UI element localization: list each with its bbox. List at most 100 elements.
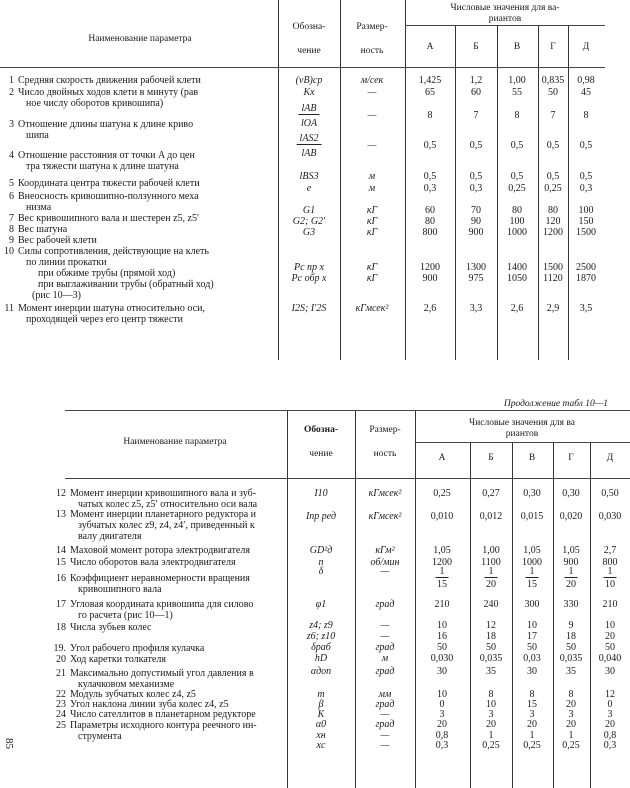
parameter-name: Модуль зубчатых колес z4, z5 bbox=[70, 689, 196, 700]
value-cell: 3 bbox=[439, 709, 445, 720]
value-cell: 0,5 bbox=[510, 171, 524, 182]
value-cell: 210 bbox=[602, 599, 618, 610]
unit: кГм² bbox=[375, 545, 395, 556]
value-cell: 2,7 bbox=[603, 545, 617, 556]
value-cell: 15 bbox=[527, 699, 537, 710]
symbol: I2S; I′2S bbox=[291, 303, 327, 314]
parameter-name: Момент инерции кривошипного вала и зуб- bbox=[70, 488, 257, 499]
value-cell: 0,5 bbox=[579, 171, 593, 182]
value-cell: 10 bbox=[527, 620, 537, 631]
value-cell: 0,5 bbox=[423, 171, 437, 182]
fraction-denominator: 10 bbox=[605, 579, 615, 590]
fraction-denominator: 20 bbox=[486, 579, 496, 590]
value-cell: 0,3 bbox=[435, 740, 449, 751]
variant-header-3: Г bbox=[550, 42, 556, 52]
parameter-name: Отношение расстояния от точки A до цен bbox=[18, 150, 195, 161]
value-cell: 80 bbox=[548, 205, 558, 216]
value-cell: 0,8 bbox=[603, 730, 617, 741]
variant-header-bottom-4: Д bbox=[606, 453, 614, 463]
value-cell: 1,00 bbox=[482, 545, 500, 556]
value-cell: 120 bbox=[545, 216, 561, 227]
value-cell: 1200 bbox=[543, 227, 563, 238]
value-cell: 210 bbox=[434, 599, 450, 610]
value-cell: 3 bbox=[488, 709, 494, 720]
variant-header-4: Д bbox=[582, 42, 590, 52]
column-divider bbox=[287, 410, 288, 788]
parameter-name: кулачковом механизме bbox=[78, 679, 175, 690]
parameter-name: Внеосность кривошипно-ползунного меха bbox=[18, 191, 199, 202]
value-cell: 0,015 bbox=[520, 511, 544, 522]
symbol: β bbox=[318, 699, 324, 710]
value-cell: 0 bbox=[439, 699, 445, 710]
value-cell: 0,5 bbox=[469, 171, 483, 182]
parameter-name: струмента bbox=[78, 731, 122, 742]
parameter-name: Вес кривошипного вала и шестерен z5, z5′ bbox=[18, 213, 200, 224]
symbol: I10 bbox=[314, 488, 328, 499]
value-cell: 2500 bbox=[576, 262, 596, 273]
variant-header-2: В bbox=[513, 42, 521, 52]
row-number: 8 bbox=[9, 224, 14, 235]
value-cell: 20 bbox=[566, 699, 576, 710]
value-cell: 0,010 bbox=[430, 511, 454, 522]
value-cell: 0,8 bbox=[435, 730, 449, 741]
value-cell: 0,25 bbox=[523, 740, 541, 751]
value-cell: 20 bbox=[486, 719, 496, 730]
unit: град bbox=[375, 719, 395, 730]
symbol: n bbox=[318, 557, 324, 568]
value-cell: 2,6 bbox=[423, 303, 437, 314]
value-cell: 1200 bbox=[420, 262, 440, 273]
variant-header-bottom-0: А bbox=[438, 453, 446, 463]
fraction-numerator: 1 bbox=[435, 566, 449, 578]
parameter-name: Координата центра тяжести рабочей клети bbox=[18, 178, 200, 189]
value-cell: 50 bbox=[527, 642, 537, 653]
value-cell: 0,25 bbox=[508, 183, 526, 194]
column-divider bbox=[355, 410, 356, 788]
parameter-name: Угловая координата кривошипа для силово bbox=[70, 599, 254, 610]
value-cell: 800 bbox=[602, 557, 618, 568]
header-rule bbox=[405, 25, 605, 26]
value-cell: 900 bbox=[422, 273, 438, 284]
value-cell: 0,5 bbox=[546, 171, 560, 182]
value-cell: 9 bbox=[568, 620, 574, 631]
column-divider bbox=[590, 442, 591, 788]
row-number: 5 bbox=[9, 178, 14, 189]
value-cell: 1 bbox=[488, 730, 494, 741]
value-cell: 18 bbox=[566, 631, 576, 642]
row-number: 13 bbox=[56, 509, 66, 520]
symbol: hD bbox=[314, 653, 328, 664]
variant-header-1: Б bbox=[473, 42, 479, 52]
row-number: 17 bbox=[56, 599, 66, 610]
value-cell: 800 bbox=[422, 227, 438, 238]
symbol: G3 bbox=[302, 227, 316, 238]
symbol-numerator: lAS2 bbox=[296, 133, 322, 145]
row-number: 6 bbox=[9, 191, 14, 202]
value-cell: 975 bbox=[468, 273, 484, 284]
header-rule bbox=[415, 442, 630, 443]
column-divider bbox=[278, 0, 279, 360]
header-symbol-col-bottom-2: чение bbox=[309, 449, 333, 459]
column-divider bbox=[470, 442, 471, 788]
value-cell: 80 bbox=[512, 205, 522, 216]
value-cell: 100 bbox=[509, 216, 525, 227]
row-number: 2 bbox=[9, 87, 14, 98]
parameter-name: чатых колес z5, z5′ относительно оси вал… bbox=[78, 499, 258, 510]
row-number: 3 bbox=[9, 119, 14, 130]
value-cell: 1100 bbox=[481, 557, 501, 568]
value-cell: 3 bbox=[568, 709, 574, 720]
symbol: G2; G2′ bbox=[292, 216, 326, 227]
unit: кГмсек² bbox=[368, 511, 402, 522]
fraction-denominator: 15 bbox=[527, 579, 537, 590]
value-cell: 20 bbox=[566, 719, 576, 730]
value-cell: 900 bbox=[468, 227, 484, 238]
column-divider bbox=[415, 410, 416, 788]
symbol: Iпр ред bbox=[305, 511, 337, 522]
value-cell: 10 bbox=[437, 620, 447, 631]
value-cell: 2,9 bbox=[546, 303, 560, 314]
unit: кГ bbox=[366, 227, 378, 238]
symbol: xн bbox=[316, 730, 326, 741]
value-cell: 50 bbox=[605, 642, 615, 653]
value-cell: 2,6 bbox=[510, 303, 524, 314]
value-cell: 90 bbox=[471, 216, 481, 227]
unit: град bbox=[375, 642, 395, 653]
column-divider bbox=[497, 25, 498, 360]
